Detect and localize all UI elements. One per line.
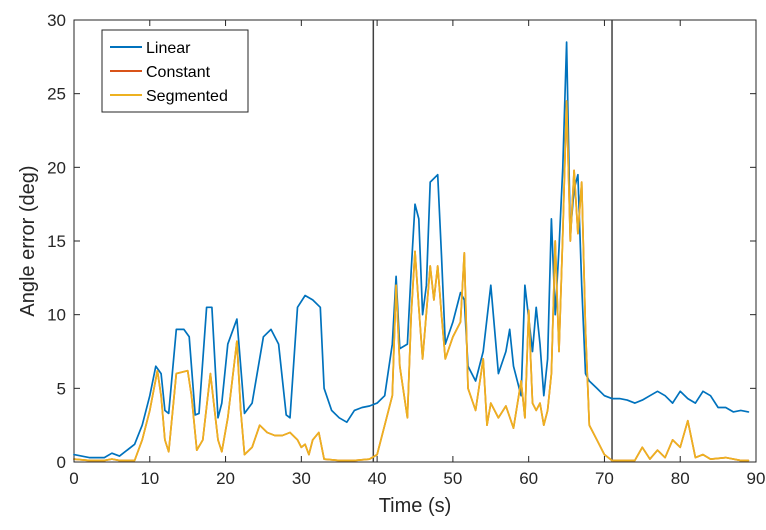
y-tick-label: 30	[47, 11, 66, 30]
y-tick-label: 20	[47, 158, 66, 177]
vertical-markers	[372, 20, 613, 462]
y-axis-label: Angle error (deg)	[17, 165, 39, 316]
x-tick-label: 80	[671, 469, 690, 488]
x-tick-label: 60	[519, 469, 538, 488]
series-lines	[73, 41, 750, 462]
y-tick-label: 0	[57, 453, 66, 472]
x-tick-label: 10	[140, 469, 159, 488]
x-tick-label: 90	[747, 469, 766, 488]
x-tick-label: 30	[292, 469, 311, 488]
legend-label-segmented: Segmented	[146, 88, 228, 105]
y-axis-ticks: 0 5 10 15 20 25 30	[47, 11, 756, 472]
x-tick-label: 70	[595, 469, 614, 488]
x-tick-label: 40	[368, 469, 387, 488]
x-tick-label: 0	[69, 469, 78, 488]
x-axis-ticks: 0 10 20 30 40 50 60 70 80 90	[69, 20, 765, 488]
x-tick-label: 20	[216, 469, 235, 488]
legend: Linear Constant Segmented	[101, 29, 249, 113]
y-tick-label: 25	[47, 85, 66, 104]
y-tick-label: 15	[47, 232, 66, 251]
x-tick-label: 50	[443, 469, 462, 488]
series-line-segmented	[73, 100, 750, 462]
legend-label-constant: Constant	[146, 64, 211, 81]
series-line-linear	[73, 41, 750, 459]
y-tick-label: 5	[57, 379, 66, 398]
legend-label-linear: Linear	[146, 40, 191, 57]
x-axis-label: Time (s)	[379, 495, 452, 517]
y-tick-label: 10	[47, 306, 66, 325]
